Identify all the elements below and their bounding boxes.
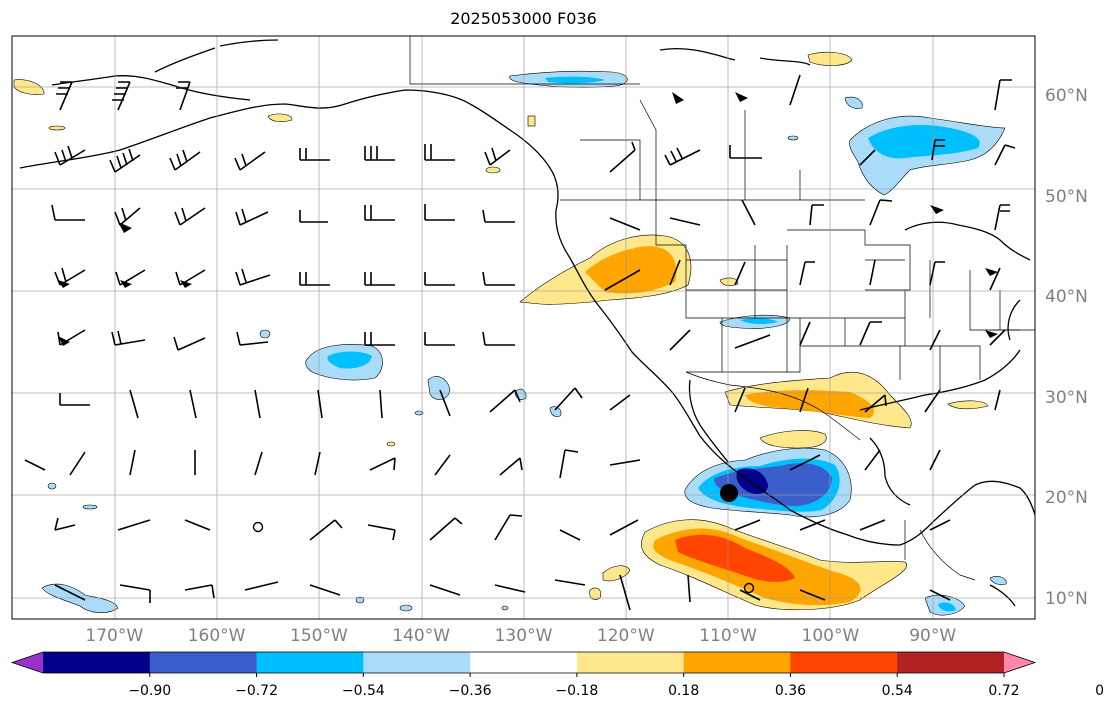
latitude-label: 50°N — [1045, 186, 1088, 207]
colorbar-bin — [576, 652, 685, 673]
colorbar-bin — [790, 652, 898, 673]
colorbar-outline — [10, 651, 1037, 674]
latitude-label: 20°N — [1045, 488, 1088, 509]
latitude-label: 60°N — [1045, 86, 1088, 107]
colorbar-extend-high — [1004, 652, 1035, 673]
map-frame — [11, 35, 1036, 620]
political-borders — [409, 36, 1035, 581]
location-dot-icon — [720, 484, 738, 502]
colorbar-bin — [149, 652, 258, 673]
colorbar-tick-label: −0.18 — [555, 683, 599, 699]
colorbar-tick-label: 0.90 — [1095, 683, 1105, 699]
latitude-label: 10°N — [1045, 588, 1088, 609]
latitude-label: 30°N — [1045, 387, 1088, 408]
colorbar-tick-label: −0.36 — [448, 683, 492, 699]
latitude-label: 40°N — [1045, 287, 1088, 308]
colorbar-tick-label: 0.54 — [881, 683, 913, 699]
colorbar-tick-label: −0.54 — [341, 683, 385, 699]
gridlines — [12, 36, 1035, 619]
wind-barbs — [24, 74, 1016, 611]
longitude-label: 120°W — [596, 626, 655, 646]
map-title: 2025053000 F036 — [450, 9, 597, 28]
colorbar-tick-label: −0.72 — [235, 683, 278, 699]
colorbar-bin — [256, 652, 364, 673]
colorbar-bin — [897, 652, 1005, 673]
longitude-label: 160°W — [187, 626, 246, 646]
longitude-label: 90°W — [909, 626, 957, 646]
colorbar-tick-label: 0.36 — [774, 683, 807, 699]
calm-wind-markers — [252, 521, 755, 594]
longitude-label: 130°W — [494, 626, 553, 646]
longitude-label: 110°W — [699, 626, 757, 646]
positive-anomaly-regions — [13, 51, 989, 611]
colorbar-bin — [470, 652, 578, 673]
wind-pennants — [58, 92, 998, 346]
longitude-label: 150°W — [290, 626, 348, 646]
coastlines — [19, 39, 1035, 607]
colorbar-tick-label: 0.72 — [988, 683, 1020, 699]
longitude-label: 170°W — [85, 626, 144, 646]
colorbar-tick-label: −0.90 — [128, 683, 172, 699]
colorbar-bin — [43, 652, 151, 673]
colorbar-bin — [683, 652, 791, 673]
longitude-label: 100°W — [801, 626, 860, 646]
longitude-label: 140°W — [392, 626, 451, 646]
colorbar-extend-low — [12, 652, 43, 673]
colorbar-tick-label: 0.18 — [668, 683, 700, 699]
colorbar-bin — [363, 652, 471, 673]
